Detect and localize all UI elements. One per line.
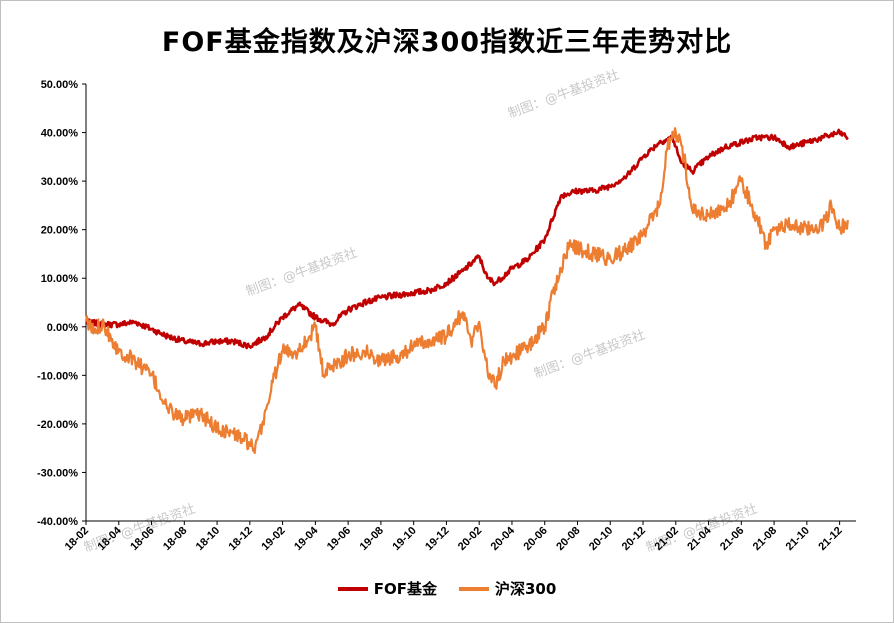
- legend-item-fof: FOF基金: [337, 578, 437, 599]
- x-tick-label: 19-08: [358, 525, 386, 553]
- legend-item-hs300: 沪深300: [458, 578, 557, 599]
- y-tick-label: 30.00%: [41, 176, 79, 188]
- watermark-text: 制图：@牛基投资社: [532, 327, 647, 382]
- legend-label-fof: FOF基金: [373, 580, 437, 598]
- y-tick-label: -10.00%: [37, 370, 78, 382]
- x-tick-label: 21-08: [751, 525, 779, 553]
- y-tick-label: 40.00%: [41, 128, 79, 140]
- watermark-text: 制图：@牛基投资社: [244, 245, 359, 300]
- x-tick-label: 18-08: [161, 525, 189, 553]
- x-tick-label: 20-10: [587, 525, 615, 553]
- y-tick-label: 50.00%: [41, 79, 79, 91]
- x-tick-label: 18-12: [227, 525, 255, 553]
- legend-swatch-fof: [337, 586, 368, 591]
- x-tick-label: 19-12: [423, 525, 451, 553]
- x-tick-label: 21-10: [784, 525, 812, 553]
- x-tick-label: 20-06: [521, 525, 549, 553]
- series-line-hs300: [84, 127, 849, 455]
- x-tick-label: 19-10: [390, 525, 418, 553]
- x-tick-label: 19-02: [259, 525, 287, 553]
- chart-title: FOF基金指数及沪深300指数近三年走势对比: [161, 27, 733, 58]
- x-tick-label: 20-12: [620, 525, 648, 553]
- x-tick-label: 21-12: [816, 525, 844, 553]
- x-tick-label: 19-04: [292, 524, 321, 553]
- legend-swatch-hs300: [458, 586, 489, 591]
- x-tick-label: 18-10: [194, 525, 222, 553]
- y-tick-label: 20.00%: [41, 225, 79, 237]
- y-tick-label: -30.00%: [37, 467, 78, 479]
- x-tick-label: 20-08: [554, 525, 582, 553]
- x-tick-label: 20-04: [489, 524, 518, 553]
- y-tick-label: 10.00%: [41, 273, 79, 285]
- legend-label-hs300: 沪深300: [494, 580, 557, 598]
- y-tick-label: -40.00%: [37, 516, 78, 528]
- y-tick-label: 0.00%: [47, 322, 78, 334]
- series-line-fof: [85, 128, 849, 350]
- legend: FOF基金 沪深300: [0, 578, 894, 599]
- watermark-text: 制图：@牛基投资社: [506, 67, 621, 122]
- y-tick-label: -20.00%: [37, 419, 78, 431]
- x-tick-label: 19-06: [325, 525, 353, 553]
- x-tick-label: 20-02: [456, 525, 484, 553]
